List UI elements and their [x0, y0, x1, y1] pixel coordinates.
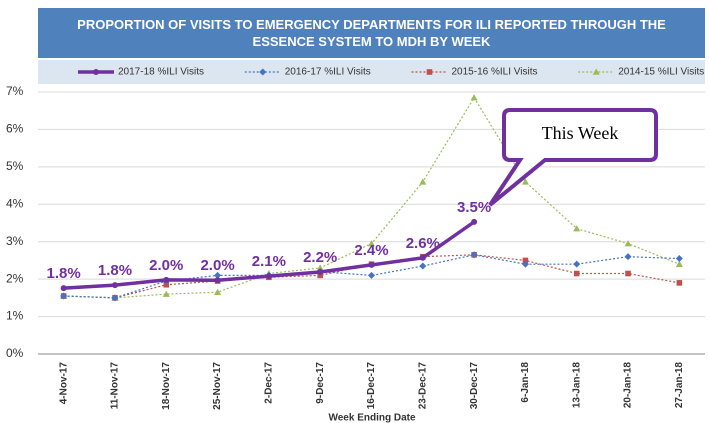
legend: 2017-18 %ILI Visits 2016-17 %ILI Visits 20… — [78, 67, 704, 78]
point — [162, 290, 170, 297]
data-label: 2.6% — [406, 235, 440, 252]
y-tick-label: 0% — [6, 346, 24, 360]
point — [573, 270, 580, 277]
y-tick-label: 3% — [6, 234, 24, 248]
point — [419, 178, 427, 185]
x-tick-label: 11-Nov-17 — [110, 362, 121, 410]
point — [471, 218, 478, 225]
point — [60, 292, 68, 300]
data-label: 1.8% — [47, 265, 81, 282]
chart-title: PROPORTION OF VISITS TO EMERGENCY DEPART… — [38, 8, 705, 58]
legend-marker — [426, 69, 433, 75]
point — [368, 261, 375, 268]
callout: This Week — [488, 108, 658, 207]
point — [522, 257, 529, 264]
x-tick-label: 20-Jan-18 — [623, 362, 634, 409]
x-tick-label: 25-Nov-17 — [212, 362, 223, 410]
legend-label: 2017-18 %ILI Visits — [118, 67, 204, 78]
point — [521, 178, 529, 185]
data-label: 2.0% — [149, 257, 183, 274]
point — [265, 273, 272, 280]
point — [60, 285, 67, 292]
legend-marker — [259, 68, 267, 76]
point — [470, 94, 478, 101]
point — [675, 255, 683, 263]
data-label: 1.8% — [98, 262, 132, 279]
data-label: 3.5% — [457, 199, 491, 216]
x-axis-title: Week Ending Date — [328, 413, 415, 423]
point — [214, 277, 221, 284]
legend-marker — [592, 68, 600, 75]
x-tick-label: 9-Dec-17 — [315, 362, 326, 404]
x-tick-label: 4-Nov-17 — [58, 362, 69, 405]
x-tick-label: 18-Nov-17 — [161, 362, 172, 410]
data-label: 2.0% — [200, 257, 234, 274]
point — [573, 260, 581, 268]
y-tick-label: 2% — [6, 271, 24, 285]
point — [419, 254, 426, 261]
y-tick-label: 6% — [6, 122, 24, 136]
point — [214, 271, 222, 279]
point — [368, 240, 375, 247]
point — [317, 269, 324, 276]
point — [624, 253, 632, 261]
point — [624, 240, 632, 247]
point — [521, 260, 529, 268]
y-tick-label: 7% — [6, 84, 24, 98]
data-label: 2.4% — [354, 242, 388, 259]
point — [317, 272, 323, 279]
data-label: 2.2% — [303, 249, 337, 266]
y-tick-label: 5% — [6, 159, 24, 173]
x-tick-label: 30-Dec-17 — [469, 362, 480, 410]
point — [573, 225, 581, 232]
x-tick-label: 16-Dec-17 — [366, 362, 377, 410]
legend-label: 2016-17 %ILI Visits — [285, 67, 371, 78]
point — [368, 271, 375, 279]
legend-label: 2014-15 %ILI Visits — [618, 67, 704, 78]
point — [111, 294, 119, 302]
data-label: 2.1% — [252, 253, 286, 270]
point — [316, 264, 324, 271]
legend-marker — [93, 69, 99, 75]
callout-box — [488, 108, 658, 207]
y-tick-label: 1% — [6, 309, 24, 323]
x-tick-label: 27-Jan-18 — [674, 362, 685, 409]
legend-label: 2015-16 %ILI Visits — [452, 67, 538, 78]
annotation: This Week — [542, 123, 619, 143]
plot: 0% 1% 2% 3% 4% 5% 6% 7% 4-Nov-17 11-Nov-17 18-Nov-… — [6, 84, 705, 410]
x-tick-label: 2-Dec-17 — [264, 362, 275, 404]
x-tick-label: 13-Jan-18 — [571, 362, 582, 409]
point — [111, 282, 118, 289]
x-tick-label: 23-Dec-17 — [417, 362, 428, 410]
y-tick-label: 4% — [6, 196, 24, 210]
legend-band — [38, 60, 705, 84]
point — [470, 251, 478, 259]
point — [675, 260, 683, 267]
point — [163, 281, 170, 288]
point — [676, 280, 683, 286]
point — [419, 262, 427, 270]
point — [163, 276, 170, 283]
point — [625, 270, 631, 277]
point — [214, 288, 222, 296]
x-tick-label: 6-Jan-18 — [520, 362, 531, 403]
